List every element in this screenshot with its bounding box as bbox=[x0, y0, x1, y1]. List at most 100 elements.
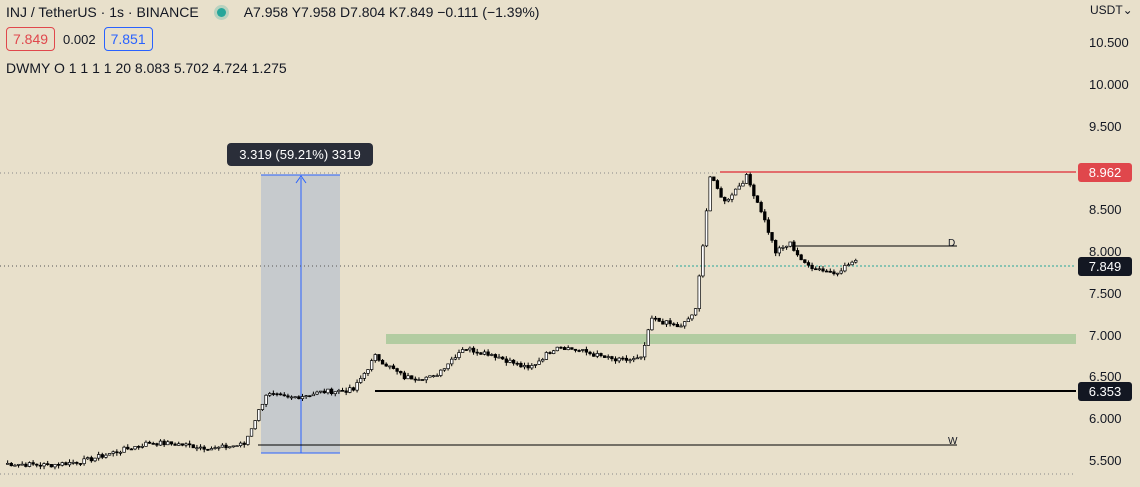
candle-body[interactable] bbox=[799, 254, 803, 261]
candle-body[interactable] bbox=[410, 375, 414, 380]
candle-body[interactable] bbox=[187, 443, 192, 446]
candle-body[interactable] bbox=[115, 451, 119, 454]
candle-body[interactable] bbox=[570, 347, 574, 350]
candle-body[interactable] bbox=[424, 376, 428, 381]
candle-body[interactable] bbox=[231, 445, 235, 448]
candle-body[interactable] bbox=[246, 435, 250, 445]
symbol-title[interactable]: INJ / TetherUS · 1s · BINANCE bbox=[6, 4, 199, 20]
candle-body[interactable] bbox=[13, 464, 17, 467]
candle-body[interactable] bbox=[668, 320, 672, 325]
candle-body[interactable] bbox=[319, 390, 323, 393]
candle-body[interactable] bbox=[242, 442, 246, 445]
candle-body[interactable] bbox=[384, 363, 388, 367]
candle-body[interactable] bbox=[322, 390, 326, 394]
candle-body[interactable] bbox=[624, 357, 629, 361]
candle-body[interactable] bbox=[53, 464, 57, 468]
candle-body[interactable] bbox=[439, 369, 443, 376]
candle-body[interactable] bbox=[708, 176, 712, 212]
candle-body[interactable] bbox=[592, 353, 596, 357]
candle-body[interactable] bbox=[300, 396, 305, 400]
candle-body[interactable] bbox=[351, 387, 356, 391]
candle-body[interactable] bbox=[581, 349, 585, 351]
candle-body[interactable] bbox=[362, 373, 367, 379]
candle-body[interactable] bbox=[468, 347, 472, 351]
candle-body[interactable] bbox=[792, 241, 796, 251]
candle-body[interactable] bbox=[723, 196, 727, 202]
candle-body[interactable] bbox=[169, 441, 174, 445]
candle-body[interactable] bbox=[289, 396, 294, 399]
candle-body[interactable] bbox=[544, 352, 549, 360]
candle-body[interactable] bbox=[278, 393, 283, 396]
candle-body[interactable] bbox=[639, 356, 643, 359]
candle-body[interactable] bbox=[763, 211, 767, 221]
candle-body[interactable] bbox=[814, 268, 818, 271]
candle-body[interactable] bbox=[217, 446, 221, 449]
candle-body[interactable] bbox=[824, 270, 829, 273]
candle-body[interactable] bbox=[562, 347, 567, 351]
candle-body[interactable] bbox=[559, 346, 563, 349]
candle-body[interactable] bbox=[297, 396, 301, 400]
candle-body[interactable] bbox=[686, 318, 690, 322]
candle-body[interactable] bbox=[810, 264, 814, 270]
candle-body[interactable] bbox=[442, 368, 447, 371]
candle-body[interactable] bbox=[380, 359, 385, 365]
candle-body[interactable] bbox=[235, 445, 239, 447]
candle-body[interactable] bbox=[533, 364, 538, 366]
candle-body[interactable] bbox=[100, 454, 104, 458]
candle-body[interactable] bbox=[471, 347, 476, 353]
candle-body[interactable] bbox=[395, 368, 399, 372]
candle-body[interactable] bbox=[733, 188, 738, 196]
candle-body[interactable] bbox=[49, 464, 53, 468]
candle-body[interactable] bbox=[854, 260, 858, 263]
candle-body[interactable] bbox=[202, 446, 206, 450]
candle-body[interactable] bbox=[515, 362, 519, 365]
candle-body[interactable] bbox=[228, 446, 232, 449]
candle-body[interactable] bbox=[122, 446, 126, 453]
candle-body[interactable] bbox=[701, 245, 705, 277]
candle-body[interactable] bbox=[635, 357, 640, 360]
currency-selector[interactable]: USDT⌄ bbox=[1090, 3, 1133, 17]
candle-body[interactable] bbox=[180, 443, 185, 446]
candle-body[interactable] bbox=[453, 357, 458, 360]
candle-body[interactable] bbox=[588, 351, 592, 355]
candle-body[interactable] bbox=[129, 448, 134, 451]
candle-body[interactable] bbox=[501, 356, 505, 360]
candle-body[interactable] bbox=[177, 443, 181, 446]
candle-body[interactable] bbox=[209, 448, 214, 451]
candle-body[interactable] bbox=[431, 375, 436, 378]
candle-body[interactable] bbox=[508, 359, 512, 363]
candle-body[interactable] bbox=[42, 463, 46, 467]
candle-body[interactable] bbox=[497, 356, 501, 359]
candle-body[interactable] bbox=[573, 348, 578, 351]
candle-body[interactable] bbox=[642, 345, 647, 358]
candle-body[interactable] bbox=[661, 320, 665, 325]
candle-body[interactable] bbox=[657, 317, 661, 322]
candle-body[interactable] bbox=[664, 320, 669, 325]
candle-body[interactable] bbox=[220, 444, 225, 448]
candle-body[interactable] bbox=[311, 393, 316, 397]
candle-body[interactable] bbox=[457, 352, 461, 358]
candle-body[interactable] bbox=[304, 395, 308, 398]
candle-body[interactable] bbox=[326, 388, 330, 394]
candle-body[interactable] bbox=[832, 271, 836, 275]
sell-price-button[interactable]: 7.849 bbox=[6, 27, 56, 51]
candle-body[interactable] bbox=[420, 379, 425, 381]
candle-body[interactable] bbox=[522, 365, 527, 368]
candle-body[interactable] bbox=[577, 350, 581, 352]
candle-body[interactable] bbox=[107, 453, 112, 456]
candle-body[interactable] bbox=[147, 441, 152, 444]
candle-body[interactable] bbox=[264, 394, 268, 405]
candle-body[interactable] bbox=[56, 464, 61, 466]
indicator-legend[interactable]: DWMY O 1 1 1 1 20 8.083 5.702 4.724 1.27… bbox=[6, 60, 287, 76]
candle-body[interactable] bbox=[741, 182, 745, 187]
candle-body[interactable] bbox=[748, 174, 752, 186]
candle-body[interactable] bbox=[238, 442, 243, 446]
candle-body[interactable] bbox=[843, 265, 847, 272]
candle-body[interactable] bbox=[602, 355, 607, 358]
candle-body[interactable] bbox=[428, 375, 432, 378]
candle-body[interactable] bbox=[537, 360, 541, 365]
candle-body[interactable] bbox=[155, 443, 159, 446]
candle-body[interactable] bbox=[828, 270, 832, 273]
candle-body[interactable] bbox=[464, 349, 468, 351]
